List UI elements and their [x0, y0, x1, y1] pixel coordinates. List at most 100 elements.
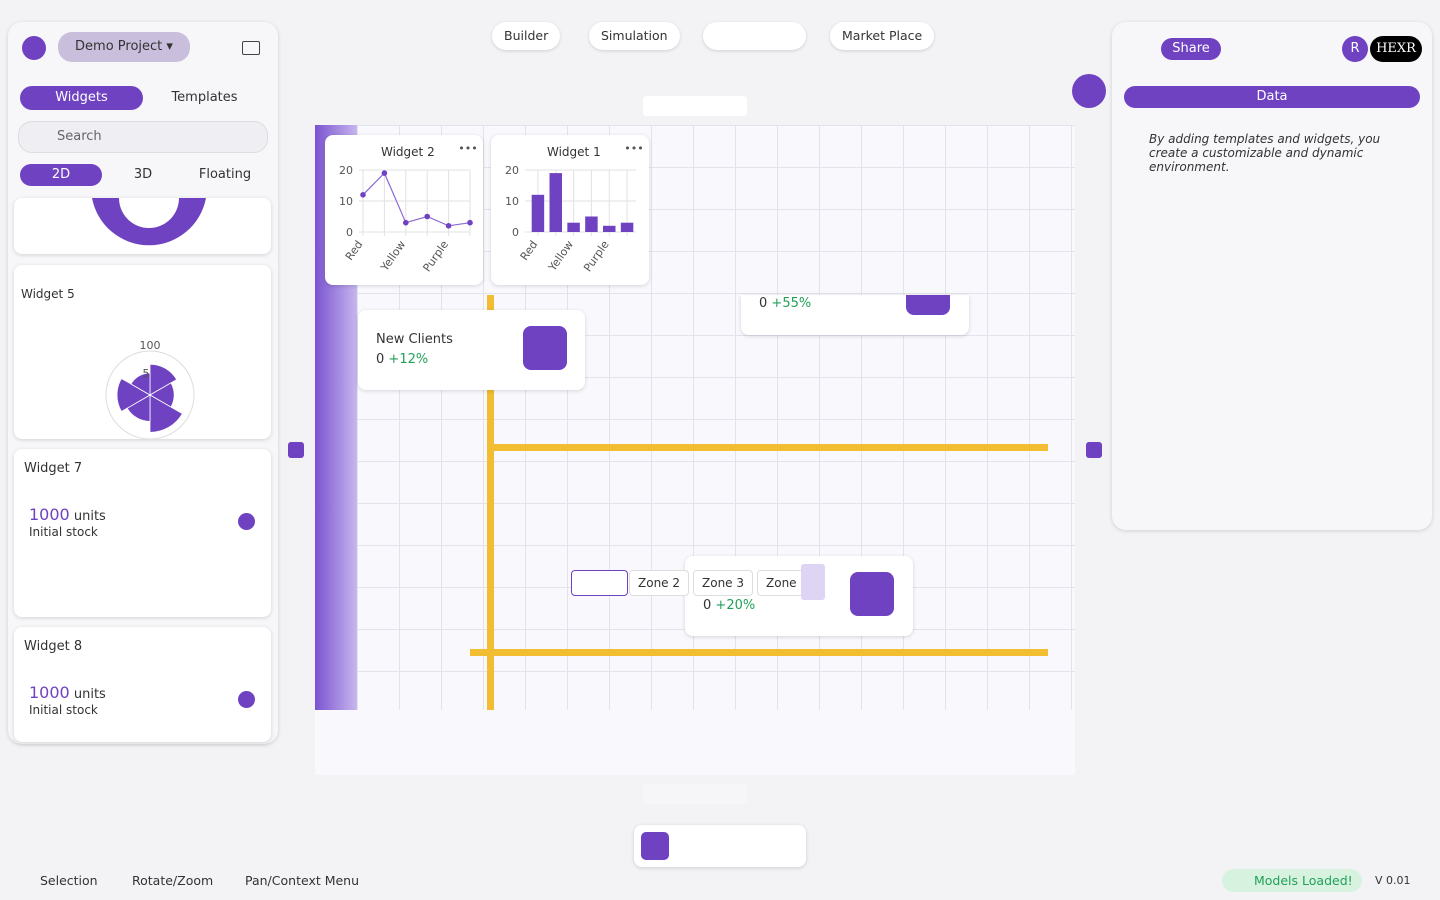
- nav-item[interactable]: Visualization: [703, 22, 806, 50]
- scale-label: 100: [140, 339, 161, 352]
- widget-card[interactable]: [14, 198, 271, 254]
- canvas-toolbar: [643, 784, 747, 804]
- y-tick-label: 0: [512, 226, 519, 239]
- donut: [92, 198, 206, 246]
- widget-title: Widget 8: [24, 639, 83, 654]
- share-button[interactable]: Share: [1161, 38, 1221, 60]
- line: [362, 172, 471, 227]
- widget-title: Widget 1: [547, 145, 601, 159]
- zone-tab[interactable]: pztour: [571, 570, 628, 596]
- kpi-value: 0: [376, 352, 385, 367]
- sidebar-toggle[interactable]: [242, 41, 260, 55]
- bar: [549, 173, 562, 232]
- hint: Selection: [40, 873, 98, 888]
- widget-title: Widget 5: [21, 287, 75, 301]
- canvas-toolbar: [643, 96, 747, 116]
- label: Initial stock: [29, 703, 98, 717]
- floor: [315, 710, 1075, 775]
- widget-card[interactable]: Widget 8 1000 units Initial stock: [14, 627, 271, 742]
- menu: •••: [624, 142, 643, 155]
- point: [381, 170, 388, 176]
- y-tick-label: 0: [346, 226, 353, 239]
- line-chart: ••• 0 10 20 Red Yellow Purple: [339, 142, 478, 274]
- y-tick-label: 10: [339, 195, 353, 208]
- wall: [470, 649, 1048, 656]
- panel-tab[interactable]: Data: [1124, 86, 1420, 108]
- avatar[interactable]: R: [1342, 36, 1368, 62]
- polar-segment: [116, 377, 151, 413]
- hint: Rotate/Zoom: [132, 873, 214, 888]
- bar: [585, 216, 598, 232]
- icon: [238, 513, 255, 530]
- project-name: Demo Project: [75, 39, 163, 54]
- widget-title: Widget 7: [24, 461, 83, 476]
- menu: •••: [458, 142, 477, 155]
- y-tick-label: 20: [505, 164, 519, 177]
- kpi-label: New Clients: [376, 332, 453, 347]
- kpi-card[interactable]: 0 +20%: [685, 556, 913, 636]
- y-tick-label: 20: [339, 164, 353, 177]
- bar: [567, 222, 580, 232]
- kpi-change: +55%: [771, 296, 812, 311]
- polar-segment: [149, 363, 178, 396]
- nav-item[interactable]: Simulation: [589, 22, 680, 50]
- icon: [906, 295, 950, 315]
- icon: [238, 691, 255, 708]
- wall: [487, 295, 494, 710]
- kpi-card[interactable]: New Clients 0 +12%: [358, 310, 585, 390]
- y-tick-label: 10: [505, 195, 519, 208]
- mode[interactable]: Floating: [198, 167, 252, 182]
- unit: units: [73, 687, 106, 702]
- value: 1000: [29, 505, 70, 524]
- nav-item[interactable]: Market Place: [830, 22, 935, 50]
- chart-card[interactable]: Widget 1 ••• 0 10 20 Red Yellow Purple: [491, 135, 649, 285]
- toolbar: [634, 825, 806, 867]
- widget-title: Widget 2: [381, 145, 435, 159]
- tab[interactable]: Widgets: [20, 86, 143, 110]
- scale-label: 5: [143, 367, 150, 380]
- kpi-value: 0: [759, 296, 768, 311]
- kpi-card[interactable]: 0 +55%: [741, 295, 969, 335]
- add-button[interactable]: [1086, 442, 1102, 458]
- zone-tab[interactable]: Zone 4: [757, 570, 805, 596]
- bar: [603, 225, 616, 232]
- x-tick-label: Red: [343, 238, 366, 263]
- bar: [531, 194, 545, 232]
- wall: [490, 444, 1048, 451]
- status: Models Loaded!: [1222, 869, 1362, 892]
- value: 1000: [29, 683, 70, 702]
- tools-button[interactable]: [1072, 74, 1106, 108]
- tab[interactable]: Templates: [171, 90, 238, 105]
- kpi-change: +20%: [715, 598, 756, 613]
- zone-tab[interactable]: Zone 2: [629, 570, 689, 596]
- x-tick-label: Yellow: [378, 238, 409, 274]
- x-tick-label: Yellow: [545, 238, 576, 274]
- x-tick-label: Purple: [420, 238, 451, 274]
- add-button[interactable]: [288, 442, 304, 458]
- icon: [850, 572, 894, 616]
- mode[interactable]: 3D: [133, 167, 153, 182]
- sidebar: Demo Project ▾ Widgets Templates Search …: [8, 22, 278, 744]
- nav-item[interactable]: Builder: [492, 22, 561, 50]
- kpi-value: 0: [703, 598, 712, 613]
- project-button[interactable]: Demo Project ▾: [58, 32, 190, 62]
- bar: [620, 222, 634, 232]
- zone-tab[interactable]: Zone 3: [693, 570, 753, 596]
- point: [424, 213, 430, 220]
- widget-card[interactable]: Widget 7 1000 units Initial stock: [14, 449, 271, 617]
- mode[interactable]: 2D: [20, 164, 102, 186]
- point: [360, 192, 366, 198]
- version: V 0.01: [1375, 874, 1411, 887]
- scroll-button[interactable]: [801, 564, 825, 600]
- label: Initial stock: [29, 525, 98, 539]
- polar-grid: [105, 350, 195, 439]
- chart-card[interactable]: Widget 2 ••• 0 10 20 Red Yellow Purple: [325, 135, 483, 285]
- select-tool[interactable]: [641, 832, 669, 860]
- unit: units: [73, 509, 106, 524]
- brand: HEXR: [1370, 36, 1422, 62]
- logo[interactable]: [22, 36, 46, 60]
- polar-segment: [149, 394, 183, 433]
- widget-card[interactable]: Widget 5 100 5: [14, 265, 271, 439]
- search[interactable]: Search: [18, 121, 268, 153]
